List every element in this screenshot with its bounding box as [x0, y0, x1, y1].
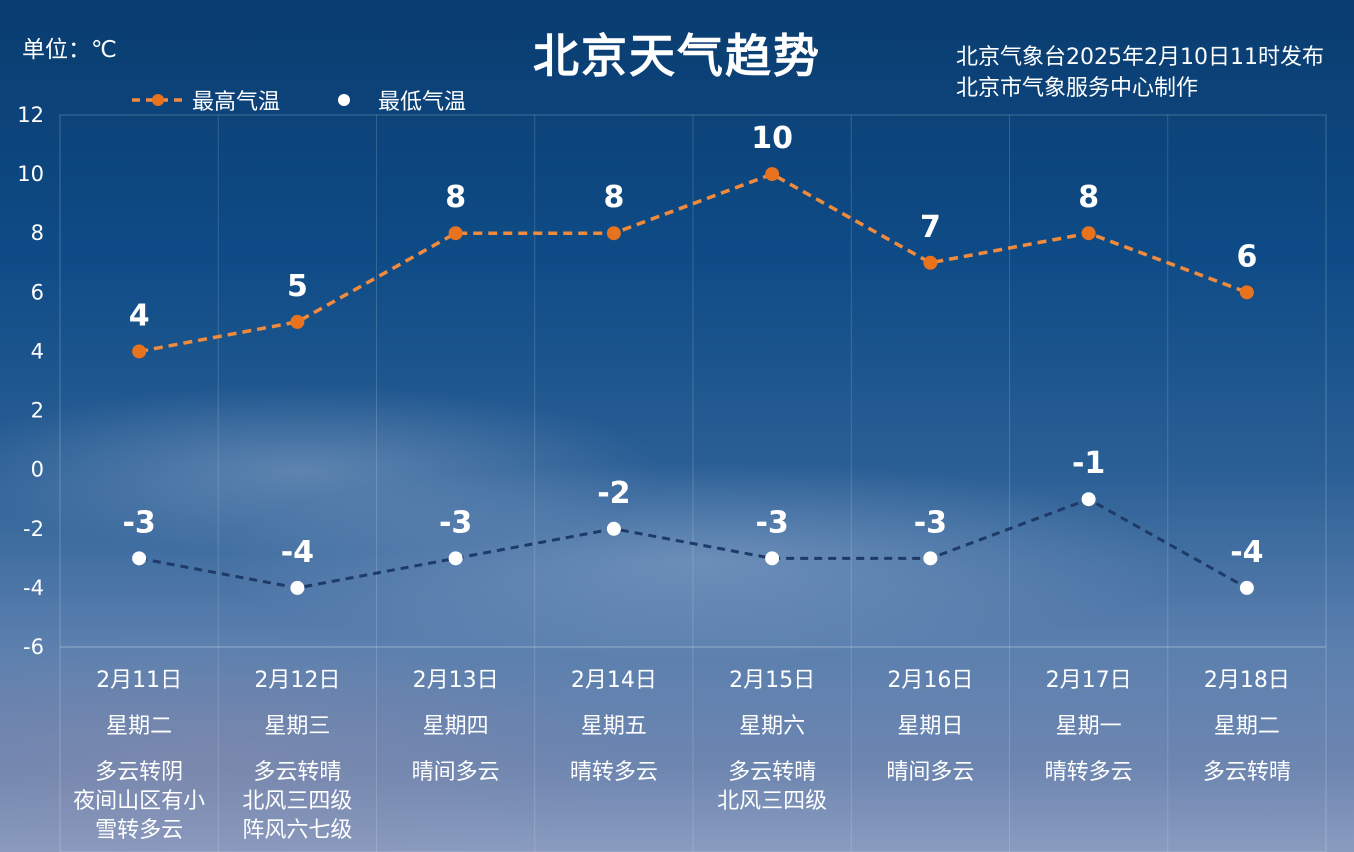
legend-high-marker [132, 94, 184, 106]
high-point [132, 344, 147, 359]
y-tick-label: 8 [31, 221, 44, 245]
low-point [1081, 492, 1096, 507]
y-tick-label: -4 [23, 576, 44, 600]
high-point [290, 314, 305, 329]
condition-label: 多云转晴 [728, 760, 816, 785]
date-label: 2月15日 [729, 668, 815, 693]
low-value-label: -3 [755, 505, 788, 540]
high-value-label: 5 [287, 269, 308, 304]
date-label: 2月12日 [254, 668, 340, 693]
high-point [606, 226, 621, 241]
weekday-label: 星期六 [739, 714, 805, 739]
y-tick-label: 10 [17, 162, 44, 186]
legend-high-label: 最高气温 [192, 90, 281, 115]
weekday-label: 星期三 [264, 714, 330, 739]
source-publisher: 北京气象台2025年2月10日11时发布 [956, 45, 1324, 70]
low-value-label: -4 [1230, 535, 1263, 570]
legend-low: 最低气温 [316, 84, 466, 116]
legend-low-marker [338, 94, 351, 106]
legend-low-label: 最低气温 [378, 90, 467, 115]
weekday-label: 星期五 [581, 714, 647, 739]
chart-title: 北京天气趋势 [533, 29, 821, 83]
weekday-label: 星期四 [423, 714, 489, 739]
low-point [448, 551, 463, 566]
high-point [1239, 285, 1254, 300]
condition-label: 晴转多云 [570, 760, 658, 785]
high-point [1081, 226, 1096, 241]
y-tick-label: 6 [31, 280, 44, 304]
high-point [765, 167, 780, 182]
series-line-high [138, 172, 1248, 354]
source-producer: 北京市气象服务中心制作 [956, 76, 1199, 101]
weekday-label: 星期二 [106, 714, 172, 739]
high-value-label: 4 [129, 298, 150, 333]
low-point [923, 551, 938, 566]
low-point [606, 521, 621, 536]
condition-label: 北风三四级 [717, 789, 827, 814]
date-label: 2月11日 [96, 668, 182, 693]
condition-label: 晴间多云 [886, 760, 974, 785]
condition-label: 北风三四级 [242, 789, 352, 814]
condition-label: 阵风六七级 [242, 818, 352, 843]
unit-label: 单位：℃ [22, 37, 117, 63]
y-tick-label: 4 [31, 339, 44, 363]
low-value-label: -1 [1072, 446, 1105, 481]
y-tick-label: -2 [23, 517, 44, 541]
date-label: 2月18日 [1204, 668, 1290, 693]
y-tick-label: 2 [31, 399, 44, 423]
high-value-label: 8 [1078, 180, 1099, 215]
low-point [1239, 580, 1254, 595]
low-value-label: -3 [439, 505, 472, 540]
low-point [132, 551, 147, 566]
low-point [765, 551, 780, 566]
high-value-label: 8 [445, 180, 466, 215]
condition-label: 晴间多云 [412, 760, 500, 785]
low-value-label: -2 [597, 476, 630, 511]
date-label: 2月16日 [887, 668, 973, 693]
condition-label: 多云转晴 [1203, 760, 1291, 785]
low-value-label: -4 [281, 535, 314, 570]
condition-label: 多云转阴 [95, 760, 183, 785]
source-info: 北京气象台2025年2月10日11时发布 北京市气象服务中心制作 [956, 42, 1324, 104]
condition-label: 夜间山区有小 [73, 789, 205, 814]
high-value-label: 8 [603, 180, 624, 215]
high-value-label: 7 [920, 210, 941, 245]
y-tick-label: -6 [23, 635, 44, 659]
legend: 最高气温 最低气温 [130, 84, 502, 116]
legend-high: 最高气温 [130, 84, 280, 116]
date-label: 2月13日 [413, 668, 499, 693]
condition-label: 雪转多云 [95, 818, 183, 843]
y-tick-label: 0 [31, 458, 44, 482]
date-label: 2月17日 [1046, 668, 1132, 693]
weekday-label: 星期日 [897, 714, 963, 739]
condition-label: 多云转晴 [253, 760, 341, 785]
low-value-label: -3 [914, 505, 947, 540]
condition-label: 晴转多云 [1045, 760, 1133, 785]
weekday-label: 星期一 [1056, 714, 1122, 739]
date-label: 2月14日 [571, 668, 657, 693]
high-value-label: 6 [1236, 239, 1257, 274]
y-tick-label: 12 [17, 103, 44, 127]
weekday-label: 星期二 [1214, 714, 1280, 739]
high-point [448, 226, 463, 241]
high-value-label: 10 [751, 121, 793, 156]
low-value-label: -3 [122, 505, 155, 540]
plot-border [59, 114, 1327, 852]
series-line-low [138, 497, 1248, 590]
low-point [290, 580, 305, 595]
high-point [923, 255, 938, 270]
